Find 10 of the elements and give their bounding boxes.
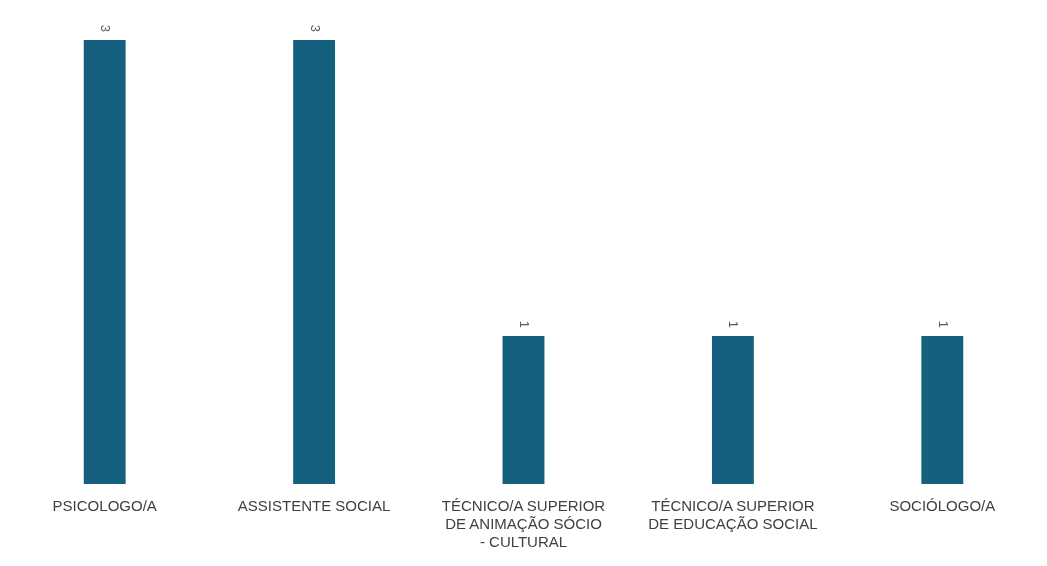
data-label: 1 — [726, 320, 742, 328]
data-label: 3 — [307, 24, 323, 32]
data-label: 3 — [98, 24, 114, 32]
data-label: 1 — [516, 320, 532, 328]
x-tick-label: TÉCNICO/A SUPERIOR DE EDUCAÇÃO SOCIAL — [648, 497, 818, 533]
x-tick-label: SOCIÓLOGO/A — [889, 497, 996, 515]
x-tick-label: TÉCNICO/A SUPERIOR DE ANIMAÇÃO SÓCIO - CULTURAL — [441, 497, 606, 551]
data-label: 1 — [935, 320, 951, 328]
x-tick-label: ASSISTENTE SOCIAL — [237, 497, 391, 515]
x-tick-label: PSICOLOGO/A — [52, 497, 157, 515]
